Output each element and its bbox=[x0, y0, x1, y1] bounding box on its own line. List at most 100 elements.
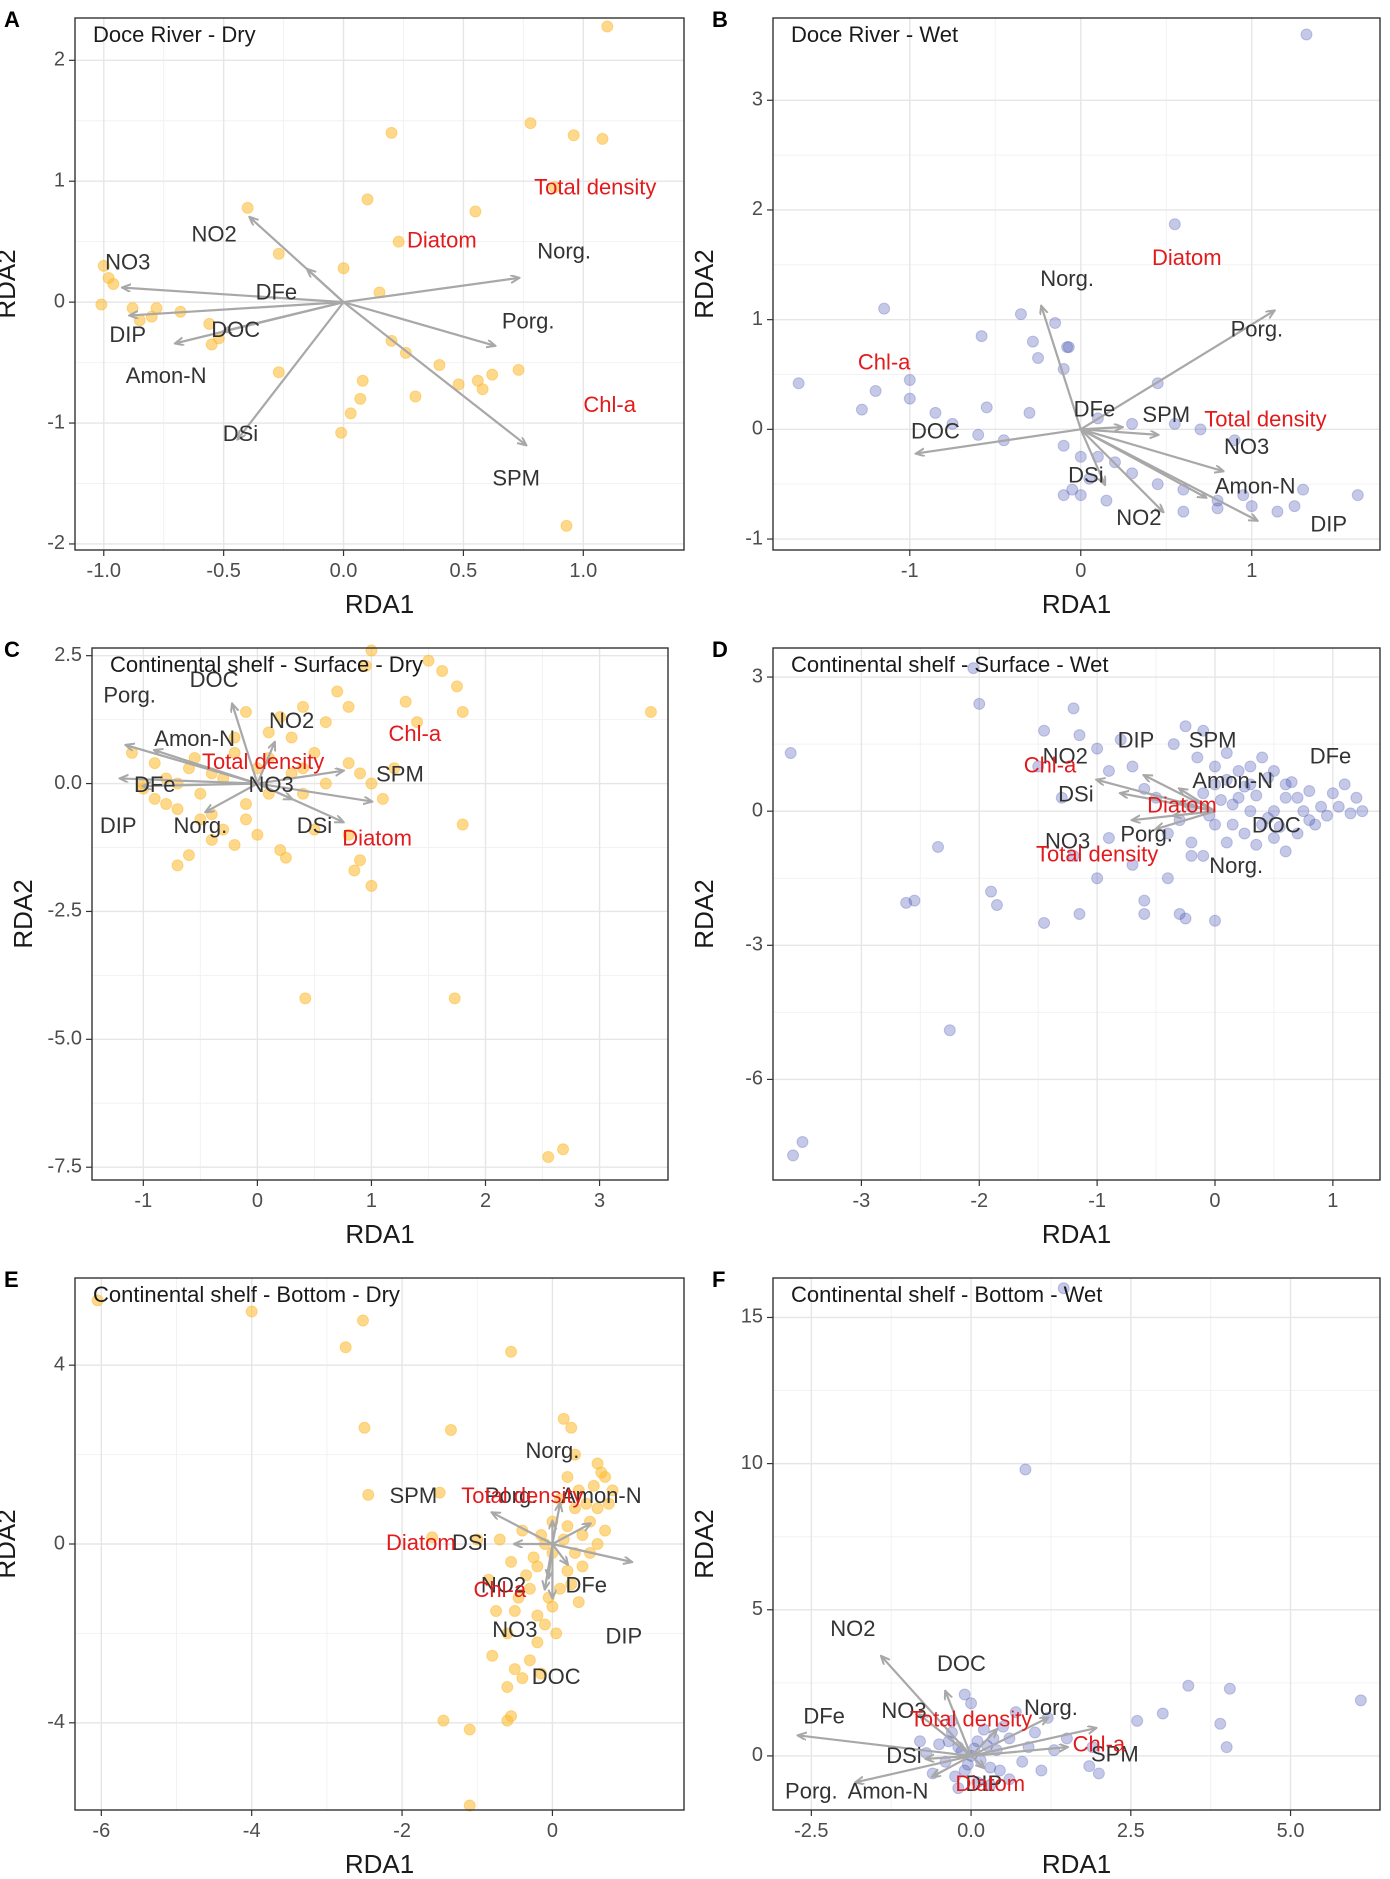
sample-point bbox=[1009, 1706, 1022, 1719]
sample-point bbox=[508, 1605, 521, 1618]
label-spm: SPM bbox=[1142, 402, 1190, 427]
sample-point bbox=[587, 1479, 600, 1492]
label-dip: DIP bbox=[100, 813, 137, 838]
sample-point bbox=[1208, 760, 1221, 773]
label-dfe: DFe bbox=[565, 1572, 607, 1597]
y-axis-label: RDA2 bbox=[0, 1509, 21, 1578]
sample-point bbox=[557, 1143, 570, 1156]
sample-point bbox=[1214, 794, 1227, 806]
sample-point bbox=[1356, 805, 1369, 818]
panel-e: E Norg. SPM Porg. Amon-N DSi NO2 DFe NO3 DIP DOC To… bbox=[0, 1267, 685, 1879]
sample-point bbox=[531, 1636, 544, 1649]
gridlines bbox=[773, 18, 1380, 550]
sample-points bbox=[95, 20, 614, 532]
sample-point bbox=[1062, 341, 1075, 354]
sample-point bbox=[1185, 836, 1198, 849]
sample-point bbox=[524, 117, 537, 130]
arrow-amon-n bbox=[551, 1524, 590, 1545]
sample-point bbox=[527, 1551, 540, 1564]
sample-point bbox=[567, 129, 580, 142]
sample-point bbox=[1211, 502, 1224, 515]
sample-point bbox=[1262, 771, 1275, 784]
sample-point bbox=[1351, 489, 1364, 502]
sample-point bbox=[1057, 439, 1070, 452]
x-tick-label: 0.0 bbox=[330, 560, 358, 582]
label-spm: SPM bbox=[389, 1483, 437, 1508]
sample-point bbox=[565, 1421, 578, 1434]
x-tick-label: 0.5 bbox=[450, 560, 478, 582]
y-tick-label: -3 bbox=[745, 934, 763, 956]
sample-point bbox=[171, 803, 184, 816]
label-no2: NO2 bbox=[481, 1572, 526, 1597]
sample-point bbox=[171, 859, 184, 872]
sample-point bbox=[1220, 836, 1233, 849]
sample-point bbox=[228, 838, 241, 851]
sample-point bbox=[1092, 1767, 1105, 1780]
sample-point bbox=[1228, 434, 1241, 447]
sample-point bbox=[385, 126, 398, 139]
sample-point bbox=[1073, 908, 1086, 920]
sample-point bbox=[433, 359, 446, 372]
arrow-spm bbox=[342, 301, 526, 445]
sample-point bbox=[1291, 827, 1304, 840]
y-tick-label: 0.0 bbox=[54, 772, 82, 794]
sample-point bbox=[1126, 417, 1139, 430]
axes: -6 -4 -2 0 -4 0 4 RDA1 RDA2 bbox=[0, 1353, 558, 1879]
arrow-porg bbox=[856, 1754, 972, 1782]
sample-point bbox=[1237, 489, 1250, 502]
sample-point bbox=[596, 132, 609, 145]
sample-point bbox=[422, 654, 435, 667]
label-spm: SPM bbox=[376, 762, 424, 787]
sample-point bbox=[1083, 1760, 1096, 1773]
sample-point bbox=[900, 896, 913, 909]
label-diatom: Diatom bbox=[407, 227, 477, 252]
arrow-porg bbox=[343, 301, 495, 346]
label-diatom: Diatom bbox=[1147, 793, 1217, 818]
sample-point bbox=[971, 1776, 984, 1789]
sample-point bbox=[1214, 1717, 1227, 1730]
sample-point bbox=[469, 205, 482, 218]
sample-point bbox=[1344, 807, 1357, 820]
panel-letter: A bbox=[4, 7, 20, 32]
x-tick-label: -1 bbox=[1088, 1190, 1106, 1212]
sample-point bbox=[107, 278, 120, 290]
sample-point bbox=[591, 1538, 604, 1550]
x-tick-label: 1.0 bbox=[569, 560, 597, 582]
label-dfe: DFe bbox=[256, 279, 298, 304]
sample-point bbox=[1168, 417, 1181, 430]
sample-point bbox=[490, 1605, 503, 1618]
sample-point bbox=[553, 1582, 566, 1595]
sample-point bbox=[599, 1524, 612, 1537]
sample-points bbox=[792, 28, 1364, 518]
sample-point bbox=[958, 1688, 971, 1701]
x-axis-label: RDA1 bbox=[1042, 589, 1111, 619]
y-tick-label: -2.5 bbox=[48, 900, 82, 922]
sample-point bbox=[1156, 1707, 1169, 1720]
sample-point bbox=[990, 899, 1003, 912]
sample-point bbox=[1226, 798, 1239, 811]
arrow-no3 bbox=[545, 1543, 554, 1589]
arrow-no3 bbox=[920, 1715, 972, 1757]
sample-point bbox=[949, 1770, 962, 1783]
sample-point bbox=[1279, 778, 1292, 791]
label-no2: NO2 bbox=[191, 221, 236, 246]
sample-point bbox=[1244, 760, 1257, 773]
sample-point bbox=[1019, 1463, 1032, 1476]
label-total-density: Total density bbox=[461, 1483, 583, 1508]
label-dsi: DSi bbox=[1068, 462, 1103, 487]
sample-point bbox=[450, 680, 463, 693]
sample-point bbox=[520, 1569, 533, 1582]
sample-point bbox=[1138, 894, 1151, 907]
panel-border bbox=[772, 17, 1381, 551]
arrow-total-density bbox=[970, 1730, 997, 1757]
label-no3: NO3 bbox=[1224, 434, 1269, 459]
label-amon-n: Amon-N bbox=[154, 726, 235, 751]
sample-point bbox=[297, 762, 310, 775]
x-axis-label: RDA1 bbox=[345, 1849, 414, 1879]
sample-point bbox=[855, 403, 868, 416]
y-tick-label: -5.0 bbox=[48, 1028, 82, 1050]
sample-point bbox=[1102, 832, 1115, 844]
biplot-labels: Porg. DOC NO2 Amon-N NO3 SPM DFe DIP Norg. DSi Chl… bbox=[100, 667, 442, 851]
y-tick-label: -6 bbox=[745, 1068, 763, 1090]
